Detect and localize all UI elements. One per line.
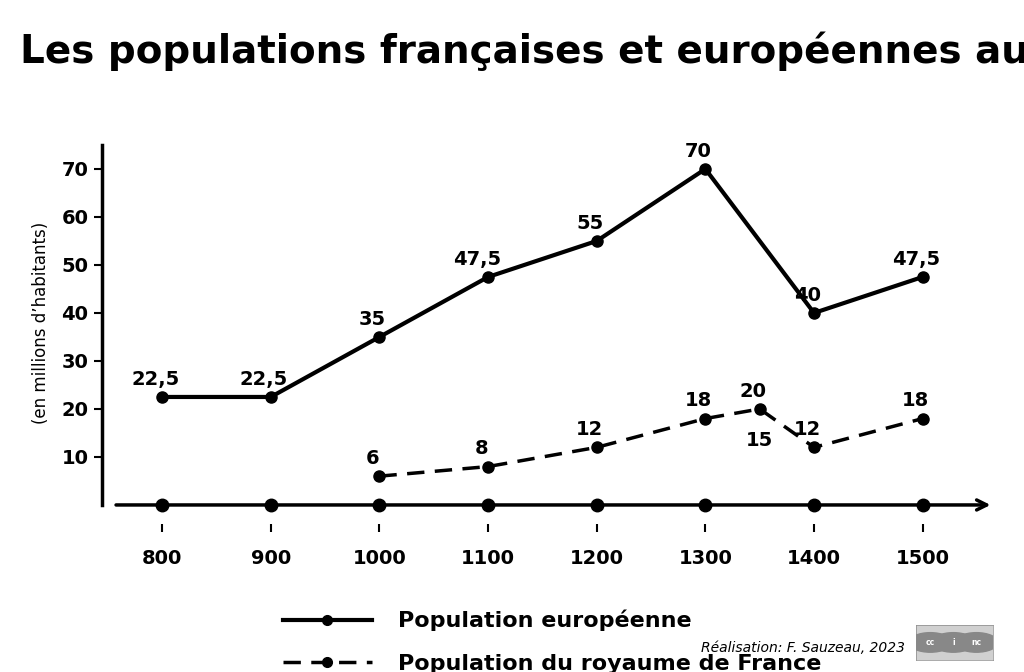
Text: 12: 12 (794, 420, 820, 439)
Text: 35: 35 (359, 310, 386, 329)
Text: Réalisation: F. Sauzeau, 2023: Réalisation: F. Sauzeau, 2023 (701, 641, 905, 655)
Text: nc: nc (972, 638, 981, 647)
Y-axis label: (en millions d’habitants): (en millions d’habitants) (33, 222, 50, 423)
Text: 22,5: 22,5 (131, 370, 179, 388)
Circle shape (932, 632, 975, 653)
Text: Les populations françaises et européennes au Moyen Âge: Les populations françaises et européenne… (20, 27, 1024, 71)
Text: 8: 8 (474, 439, 488, 458)
Legend: Population européenne, Population du royaume de France: Population européenne, Population du roy… (273, 601, 830, 672)
Text: i: i (952, 638, 954, 647)
Text: 40: 40 (794, 286, 820, 304)
Text: 22,5: 22,5 (240, 370, 288, 388)
Circle shape (909, 632, 952, 653)
Text: 18: 18 (902, 391, 930, 410)
Text: 47,5: 47,5 (453, 249, 501, 269)
Text: 47,5: 47,5 (892, 249, 940, 269)
Text: 55: 55 (577, 214, 603, 233)
Text: 12: 12 (577, 420, 603, 439)
Text: 18: 18 (685, 391, 712, 410)
Text: 15: 15 (746, 431, 773, 450)
Circle shape (954, 632, 997, 653)
Text: 6: 6 (366, 449, 379, 468)
Text: 20: 20 (739, 382, 766, 401)
Text: 70: 70 (685, 142, 712, 161)
Text: cc: cc (926, 638, 935, 647)
